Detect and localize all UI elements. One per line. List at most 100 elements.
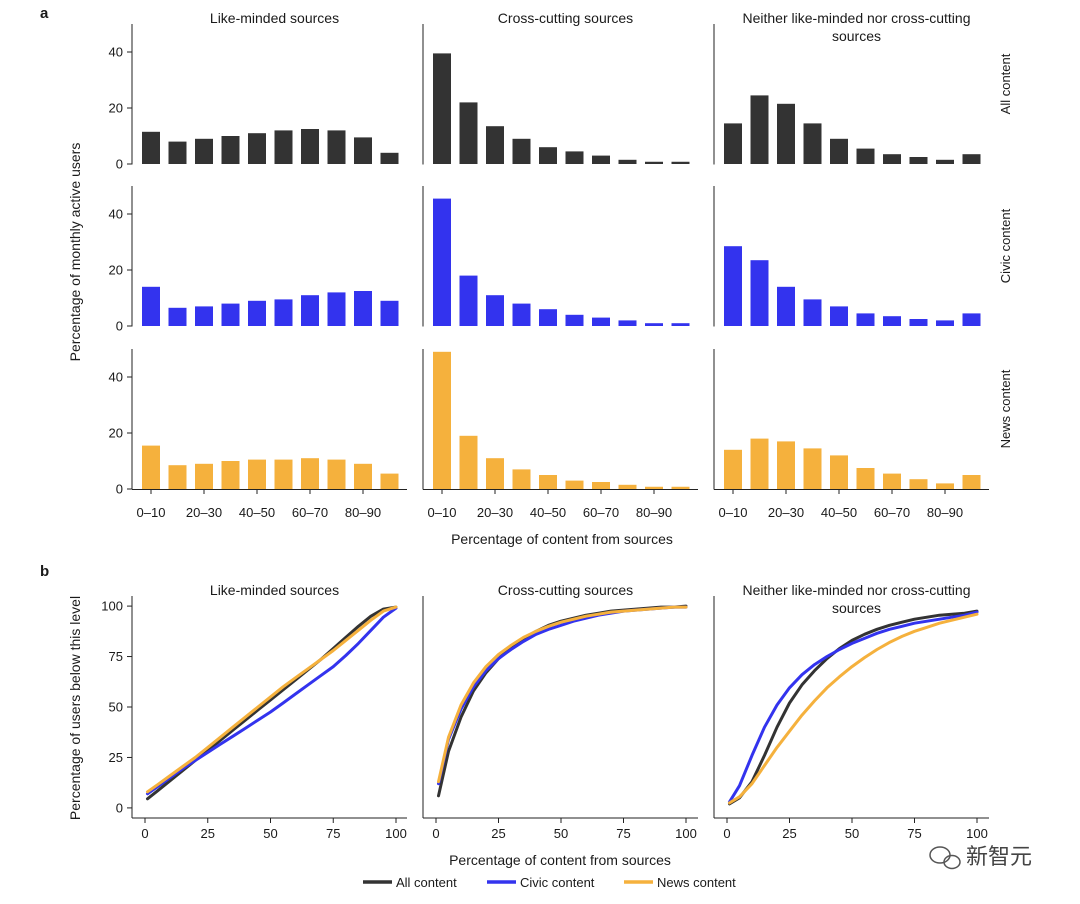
panel-a-x-tick-label: 80–90	[345, 505, 381, 520]
bar-all-col3-0–10	[724, 123, 742, 164]
bar-civic-col1-40–50	[248, 300, 266, 326]
panel-b-x-tick-label: 25	[491, 826, 505, 841]
panel-b-x-tick-label: 25	[201, 826, 215, 841]
panel-b-y-tick-label: 100	[101, 599, 123, 614]
curve-civic-col2	[437, 605, 688, 786]
wechat-icon	[929, 846, 961, 870]
panel-a-y-tick-label: 20	[109, 426, 123, 441]
bar-civic-col3-40–50	[830, 306, 848, 326]
panel-b-column-title-3-line-2: sources	[832, 600, 881, 616]
panel-a-x-tick-label: 40–50	[530, 505, 566, 520]
panel-a-y-tick-label: 40	[109, 207, 123, 222]
bar-civic-col1-80–90	[354, 291, 372, 326]
legend-label-news: News content	[657, 875, 736, 890]
bar-civic-col2-20–30	[486, 295, 504, 326]
panel-b-y-axis-title: Percentage of users below this level	[67, 596, 83, 820]
panel-b-y-tick-label: 50	[109, 700, 123, 715]
panel-b-y-tick-label: 25	[109, 750, 123, 765]
bar-news-col2-90–100	[671, 486, 690, 489]
panel-a-x-tick-label: 0–10	[428, 505, 457, 520]
bar-all-col1-30–40	[221, 136, 240, 164]
panel-b-y-tick-label: 75	[109, 649, 123, 664]
bar-civic-col2-90–100	[671, 323, 690, 326]
panel-b-x-tick-label: 0	[723, 826, 730, 841]
panel-b-y-tick-label: 0	[116, 800, 123, 815]
bar-civic-col2-10–20	[459, 275, 478, 326]
panel-a-x-tick-label: 20–30	[186, 505, 222, 520]
panel-a-x-tick-label: 0–10	[719, 505, 748, 520]
bar-civic-col2-30–40	[512, 303, 531, 326]
bar-civic-col1-0–10	[142, 286, 160, 326]
bar-all-col3-30–40	[803, 123, 822, 164]
watermark-logo: 新智元	[929, 845, 1032, 870]
bar-all-col3-70–80	[909, 157, 928, 164]
bar-civic-col3-70–80	[909, 319, 928, 326]
bar-all-col3-10–20	[750, 95, 769, 164]
panel-b-x-tick-label: 50	[554, 826, 568, 841]
panel-b-x-axis-title: Percentage of content from sources	[449, 852, 671, 868]
bar-news-col1-50–60	[274, 459, 293, 489]
panel-b-x-tick-label: 25	[782, 826, 796, 841]
panel-b-column-title-1-line-1: Like-minded sources	[210, 582, 339, 598]
bar-all-col1-10–20	[168, 141, 187, 164]
panel-a-bar-grid: Like-minded sources Cross-cutting sources…	[109, 10, 1013, 520]
panel-a-column-title-3-line-2: sources	[832, 28, 881, 44]
bar-news-col2-0–10	[433, 351, 451, 489]
bar-news-col1-80–90	[354, 463, 372, 489]
bar-all-col2-70–80	[618, 159, 637, 164]
bar-all-col3-90–100	[962, 154, 981, 164]
bar-news-col1-20–30	[195, 463, 213, 489]
panel-b-x-tick-label: 75	[326, 826, 340, 841]
bar-all-col2-60–70	[592, 155, 610, 164]
legend-label-all: All content	[396, 875, 457, 890]
watermark-text: 新智元	[966, 845, 1032, 870]
bar-news-col2-50–60	[565, 480, 584, 489]
bar-news-col2-10–20	[459, 435, 478, 489]
curve-all-col1	[146, 605, 398, 801]
legend: All content Civic content News content	[363, 875, 736, 890]
bar-news-col1-0–10	[142, 445, 160, 489]
bar-civic-col1-70–80	[327, 292, 346, 326]
curve-news-col2	[437, 605, 688, 784]
bar-all-col2-20–30	[486, 126, 504, 164]
bar-civic-col2-60–70	[592, 317, 610, 326]
bar-civic-col2-70–80	[618, 320, 637, 326]
panel-b-x-tick-label: 0	[432, 826, 439, 841]
bar-all-col1-70–80	[327, 130, 346, 164]
bar-all-col2-40–50	[539, 147, 557, 164]
bar-all-col3-40–50	[830, 138, 848, 164]
bar-civic-col3-50–60	[856, 313, 875, 326]
panel-a-x-tick-label: 40–50	[239, 505, 275, 520]
bar-civic-col1-60–70	[301, 295, 319, 326]
bar-news-col3-30–40	[803, 448, 822, 489]
bar-news-col2-70–80	[618, 484, 637, 489]
bar-news-col1-90–100	[380, 473, 399, 489]
panel-b-x-tick-label: 0	[141, 826, 148, 841]
panel-b-x-tick-label: 100	[675, 826, 697, 841]
bar-all-col1-50–60	[274, 130, 293, 164]
bar-news-col3-40–50	[830, 455, 848, 489]
bar-civic-col1-10–20	[168, 307, 187, 326]
bar-all-col1-60–70	[301, 129, 319, 164]
panel-a-y-tick-label: 20	[109, 101, 123, 116]
bar-civic-col1-90–100	[380, 300, 399, 326]
bar-all-col1-40–50	[248, 133, 266, 164]
bar-all-col2-10–20	[459, 102, 478, 164]
panel-a-x-tick-label: 20–30	[768, 505, 804, 520]
panel-a-letter: a	[40, 5, 49, 22]
curve-news-col1	[146, 605, 398, 794]
bar-civic-col3-10–20	[750, 260, 769, 326]
panel-a-row-label-1: All content	[998, 53, 1013, 114]
panel-b-x-tick-label: 75	[907, 826, 921, 841]
bar-civic-col3-0–10	[724, 246, 742, 326]
bar-news-col1-70–80	[327, 459, 346, 489]
bar-news-col2-40–50	[539, 475, 557, 489]
bar-all-col2-30–40	[512, 138, 531, 164]
bar-all-col1-0–10	[142, 131, 160, 164]
bar-all-col2-50–60	[565, 151, 584, 164]
panel-a-x-tick-label: 60–70	[292, 505, 328, 520]
panel-a-row-label-3: News content	[998, 369, 1013, 448]
bar-civic-col3-80–90	[936, 320, 954, 326]
bar-news-col3-90–100	[962, 475, 981, 489]
legend-label-civic: Civic content	[520, 875, 595, 890]
